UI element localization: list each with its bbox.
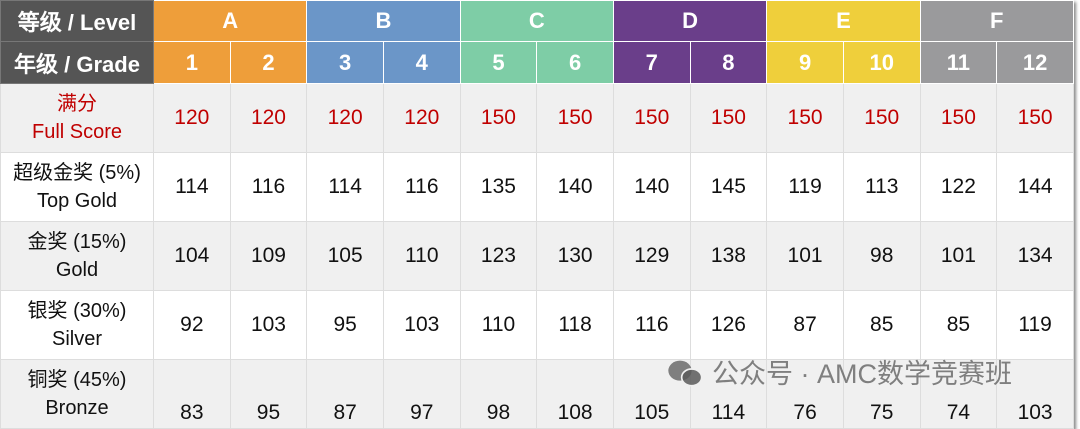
score-cell: 98: [842, 221, 921, 291]
level-d: D: [612, 0, 768, 42]
grade-cell: 7: [612, 41, 691, 84]
grade-cell: 5: [459, 41, 538, 84]
grade-cell: 6: [536, 41, 614, 84]
grade-cell: 8: [689, 41, 768, 84]
score-cell: 134: [996, 221, 1074, 291]
level-a: A: [152, 0, 308, 42]
score-cell: 98: [459, 359, 538, 429]
score-cell: 126: [689, 290, 768, 360]
level-header: 等级 / Level: [0, 0, 154, 42]
grade-cell: 11: [919, 41, 998, 84]
score-cell: 113: [842, 152, 921, 222]
score-cell: 144: [996, 152, 1074, 222]
score-cell: 119: [766, 152, 844, 222]
score-cell: 85: [842, 290, 921, 360]
score-cell: 135: [459, 152, 538, 222]
score-cell: 150: [919, 83, 998, 153]
grade-cell: 1: [153, 41, 231, 84]
score-cell: 116: [382, 152, 461, 222]
row-label: 满分 Full Score: [0, 83, 154, 153]
score-cell: 122: [919, 152, 998, 222]
score-cell: 123: [459, 221, 538, 291]
score-cell: 150: [459, 83, 538, 153]
table-row: 满分 Full Score 120 120 120 120 150 150 150 150 150 1…: [0, 83, 1074, 153]
score-cell: 120: [153, 83, 231, 153]
level-e: E: [766, 0, 921, 42]
score-cell: 108: [536, 359, 614, 429]
row-label: 铜奖 (45%) Bronze: [0, 359, 154, 429]
grade-cell: 10: [842, 41, 921, 84]
score-cell: 110: [459, 290, 538, 360]
watermark: 公众号 · AMC数学竞赛班: [666, 358, 1012, 390]
grade-cell: 4: [382, 41, 461, 84]
score-cell: 114: [306, 152, 384, 222]
table-row: 超级金奖 (5%) Top Gold 114 116 114 116 135 140 140 14…: [0, 152, 1074, 222]
wechat-icon: [668, 360, 703, 387]
score-cell: 97: [382, 359, 461, 429]
score-cell: 101: [919, 221, 998, 291]
score-cell: 114: [153, 152, 231, 222]
level-f: F: [919, 0, 1075, 42]
score-cell: 130: [536, 221, 614, 291]
table-row: 银奖 (30%) Silver 92 103 95 103 110 118 116 126 87 85…: [0, 290, 1074, 360]
score-cell: 150: [689, 83, 768, 153]
score-cell: 74: [919, 359, 998, 429]
score-cell: 150: [766, 83, 844, 153]
grade-cell: 9: [766, 41, 844, 84]
score-cell: 103: [382, 290, 461, 360]
score-cell: 114: [689, 359, 768, 429]
level-b: B: [306, 0, 461, 42]
score-cell: 104: [153, 221, 231, 291]
score-cell: 138: [689, 221, 768, 291]
grade-cell: 2: [229, 41, 308, 84]
score-cell: 150: [842, 83, 921, 153]
grade-cell: 3: [306, 41, 384, 84]
score-cell: 75: [842, 359, 921, 429]
score-cell: 83: [153, 359, 231, 429]
score-cell: 116: [612, 290, 691, 360]
score-cell: 105: [306, 221, 384, 291]
score-cell: 150: [996, 83, 1074, 153]
score-cell: 101: [766, 221, 844, 291]
score-cell: 110: [382, 221, 461, 291]
score-cell: 109: [229, 221, 308, 291]
score-cell: 116: [229, 152, 308, 222]
score-cell: 145: [689, 152, 768, 222]
grade-header: 年级 / Grade: [0, 41, 154, 84]
row-label: 超级金奖 (5%) Top Gold: [0, 152, 154, 222]
table-row: 金奖 (15%) Gold 104 109 105 110 123 130 129 138 101 9…: [0, 221, 1074, 291]
grade-cell: 12: [996, 41, 1074, 84]
score-cell: 95: [306, 290, 384, 360]
score-cell: 103: [996, 359, 1074, 429]
score-cell: 103: [229, 290, 308, 360]
row-label: 金奖 (15%) Gold: [0, 221, 154, 291]
score-cell: 87: [766, 290, 844, 360]
score-cell: 120: [229, 83, 308, 153]
score-cell: 92: [153, 290, 231, 360]
score-cell: 118: [536, 290, 614, 360]
score-cell: 85: [919, 290, 998, 360]
row-label: 银奖 (30%) Silver: [0, 290, 154, 360]
table-row: 铜奖 (45%) Bronze 83 95 87 97 98 108 105 114 76 75 74 1…: [0, 359, 1074, 429]
score-cell: 95: [229, 359, 308, 429]
score-cell: 120: [382, 83, 461, 153]
score-cell: 150: [536, 83, 614, 153]
score-cell: 129: [612, 221, 691, 291]
score-cell: 150: [612, 83, 691, 153]
level-c: C: [459, 0, 614, 42]
score-cell: 140: [536, 152, 614, 222]
score-cell: 76: [766, 359, 844, 429]
score-cell: 119: [996, 290, 1074, 360]
score-cell: 140: [612, 152, 691, 222]
score-cell: 87: [306, 359, 384, 429]
score-cell: 120: [306, 83, 384, 153]
